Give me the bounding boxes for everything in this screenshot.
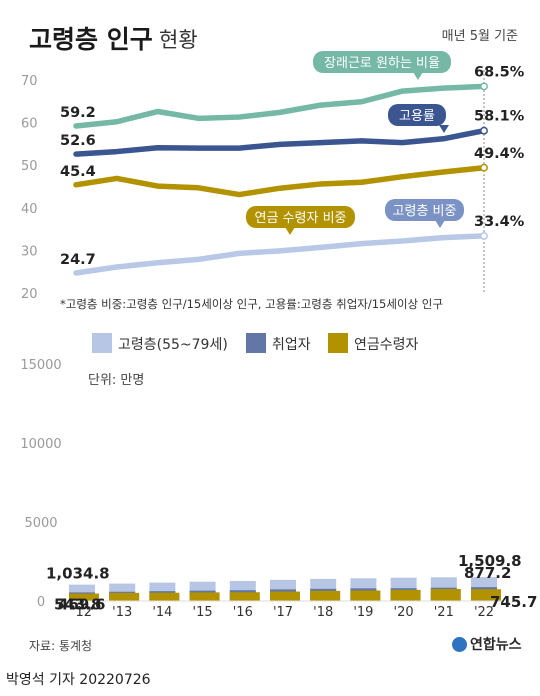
bar-y-tick-label: 15000: [20, 358, 61, 373]
series-tag-pointer: [439, 125, 449, 133]
bar-x-tick-label: '13: [112, 605, 132, 620]
bar-2-6: [310, 590, 341, 601]
bar-2-0: [69, 593, 99, 601]
series-tag-0: 장래근로 원하는 비율: [313, 51, 451, 80]
bar-x-tick-label: '19: [353, 605, 373, 620]
series-tag-label: 연금 수령자 비중: [255, 211, 347, 226]
line-end-point: [480, 231, 488, 240]
series-tag-bg: [385, 199, 464, 221]
bar-data-label: 1,509.8: [458, 552, 522, 570]
bar-x-tick-label: '22: [474, 605, 494, 620]
series-tag-bg: [313, 51, 451, 73]
bar-2-1: [109, 592, 140, 601]
bar-y-tick-label: 0: [37, 595, 45, 610]
series-tag-label: 고용률: [399, 109, 435, 124]
bar-2-3: [189, 592, 220, 601]
line-y-tick-label: 30: [21, 244, 38, 259]
line-start-label: 24.7: [60, 252, 96, 268]
line-end-point: [480, 82, 488, 91]
line-series-0: [73, 83, 487, 129]
legend-swatch: [328, 333, 348, 353]
line-series-1: [73, 127, 487, 157]
line-y-tick-label: 50: [21, 159, 38, 174]
legend-item-1: 취업자: [246, 333, 311, 353]
line-start-label: 59.2: [60, 105, 96, 121]
line-series-3: [73, 233, 487, 276]
bar-2-8: [390, 589, 421, 601]
legend-label: 연금수령자: [354, 337, 419, 353]
bar-x-tick-label: '16: [233, 605, 253, 620]
line-end-point: [480, 126, 488, 135]
bar-2-10: [471, 589, 501, 601]
line-end-label: 49.4%: [474, 146, 525, 162]
legend-swatch: [246, 333, 266, 353]
line-end-point: [480, 163, 488, 172]
line-y-tick-label: 60: [21, 117, 38, 132]
bar-x-tick-label: '14: [152, 605, 172, 620]
series-tag-1: 고용률: [388, 104, 449, 133]
page-subtitle: 현황: [159, 28, 198, 52]
line-start-label: 45.4: [60, 164, 96, 180]
reporter-credit: 박영석 기자 20220726: [6, 672, 151, 688]
bar-y-tick-label: 5000: [24, 516, 57, 531]
brand-label: 연합뉴스: [470, 637, 522, 653]
bar-2-2: [149, 592, 180, 601]
line-start-label: 52.6: [60, 133, 96, 149]
bar-2-9: [430, 588, 461, 601]
unit-label: 단위: 만명: [88, 373, 144, 388]
brand-logo: 연합뉴스: [452, 634, 522, 654]
legend-item-0: 고령층(55~79세): [92, 333, 228, 353]
line-y-tick-label: 20: [21, 287, 38, 300]
series-tag-label: 장래근로 원하는 비율: [324, 56, 440, 71]
bar-x-tick-label: '20: [394, 605, 414, 620]
legend-label: 취업자: [272, 337, 311, 353]
bar-x-tick-label: '15: [193, 605, 213, 620]
series-tag-pointer: [413, 72, 423, 80]
bar-2-5: [270, 591, 300, 601]
bar-data-label: 745.7: [490, 593, 537, 611]
legend-label: 고령층(55~79세): [118, 337, 228, 353]
line-end-label: 33.4%: [474, 214, 525, 230]
line-y-tick-label: 70: [21, 74, 38, 89]
series-tag-bg: [388, 104, 446, 126]
line-y-tick-label: 40: [21, 202, 38, 217]
bar-2-4: [229, 592, 260, 601]
series-tag-2: 연금 수령자 비중: [246, 206, 355, 235]
line-chart-footnote: *고령층 비중:고령층 인구/15세이상 인구, 고용률:고령층 취업자/15세…: [60, 297, 443, 311]
bar-x-tick-label: '21: [434, 605, 454, 620]
series-tag-pointer: [435, 220, 445, 228]
bar-x-tick-label: '17: [273, 605, 293, 620]
line-end-label: 68.5%: [474, 64, 525, 80]
series-tag-pointer: [285, 227, 295, 235]
bar-data-label: 543.8: [54, 595, 101, 613]
line-series-2: [73, 165, 487, 198]
bar-x-tick-label: '12: [72, 605, 92, 620]
series-tag-3: 고령층 비중: [385, 199, 464, 228]
brand-icon: [452, 637, 467, 652]
line-end-label: 58.1%: [474, 109, 525, 125]
bar-x-tick-label: '18: [313, 605, 333, 620]
page-title: 고령층 인구: [29, 25, 153, 54]
legend-swatch: [92, 333, 112, 353]
line-chart: 20 30 40 50 60 70 59.2 68.5% 52.6 58.1% 45.4 49.4% 2…: [21, 51, 525, 300]
bar-data-label: 1,034.8: [46, 565, 110, 583]
source-note: 자료: 통계청: [29, 639, 93, 653]
bar-2-7: [350, 590, 381, 601]
bar-y-tick-label: 10000: [20, 437, 61, 452]
legend-item-2: 연금수령자: [328, 333, 419, 353]
bar-data-label: 877.2: [464, 564, 511, 582]
series-tag-bg: [246, 206, 355, 228]
basis-note: 매년 5월 기준: [441, 29, 518, 44]
bar-data-label: 469.6: [58, 596, 105, 614]
series-tag-label: 고령층 비중: [393, 204, 457, 219]
